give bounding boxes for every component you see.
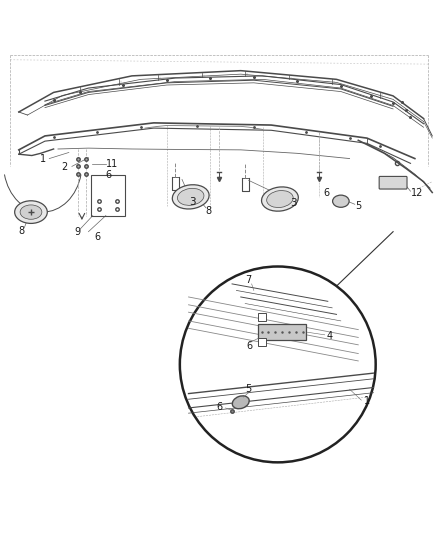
Bar — [258, 313, 266, 321]
Text: 5: 5 — [245, 384, 252, 394]
Text: 3: 3 — [290, 198, 296, 208]
Text: 7: 7 — [245, 276, 252, 286]
Bar — [91, 175, 125, 216]
Text: 8: 8 — [18, 226, 24, 236]
Text: 3: 3 — [190, 197, 196, 207]
Ellipse shape — [267, 190, 293, 207]
Text: 11: 11 — [106, 159, 119, 169]
Ellipse shape — [332, 195, 349, 207]
FancyBboxPatch shape — [379, 176, 407, 189]
Text: 6: 6 — [217, 402, 223, 411]
Text: 9: 9 — [74, 227, 81, 237]
Bar — [258, 324, 306, 341]
Text: 6: 6 — [105, 170, 111, 180]
Text: 6: 6 — [247, 341, 253, 351]
Bar — [258, 338, 266, 346]
Ellipse shape — [20, 205, 42, 219]
Text: 4: 4 — [327, 331, 333, 341]
Text: 8: 8 — [205, 206, 211, 216]
Ellipse shape — [232, 396, 249, 409]
Ellipse shape — [177, 188, 204, 205]
Text: 1: 1 — [364, 397, 370, 407]
Text: 6: 6 — [94, 232, 100, 243]
Text: 6: 6 — [324, 188, 330, 198]
Text: 1: 1 — [40, 154, 46, 164]
Ellipse shape — [172, 185, 209, 209]
Text: 2: 2 — [61, 162, 67, 172]
Circle shape — [180, 266, 376, 462]
Text: 5: 5 — [355, 201, 361, 212]
Ellipse shape — [261, 187, 298, 211]
Ellipse shape — [14, 201, 47, 223]
Text: 12: 12 — [411, 188, 423, 198]
